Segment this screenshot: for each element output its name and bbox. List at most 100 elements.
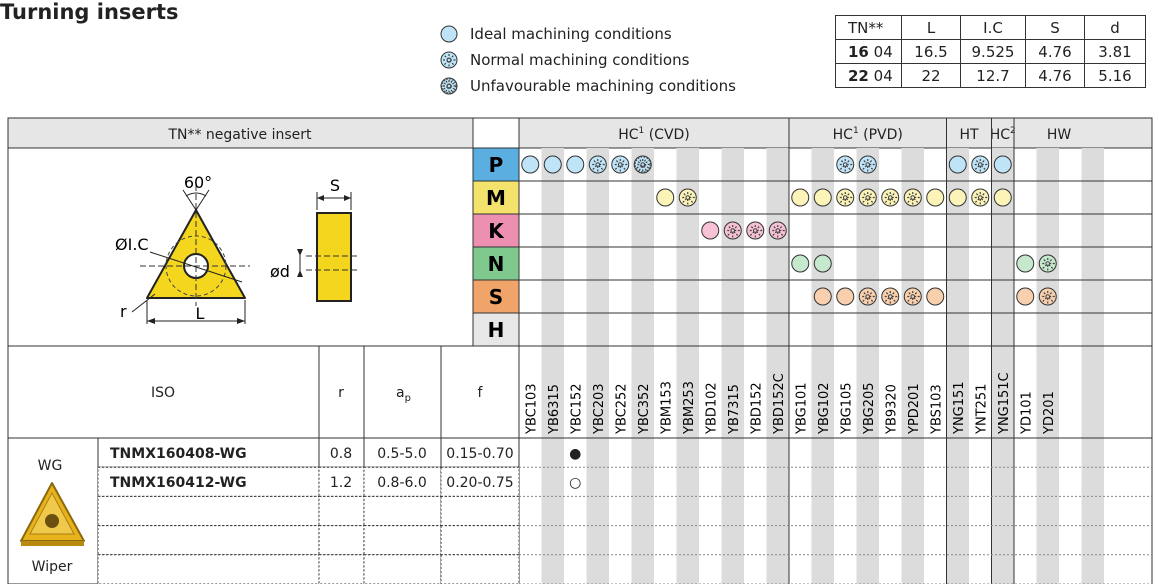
- grade-label: YB7315: [727, 384, 742, 435]
- normal-condition-mark: [611, 155, 630, 174]
- ideal-condition-icon: [440, 25, 458, 43]
- availability-mark: ○: [569, 475, 581, 491]
- product-rows: TNMX160408-WG 0.8 0.5-5.0 0.15-0.70 ●TNMX160…: [97, 437, 1152, 584]
- ideal-condition-mark: [791, 188, 810, 207]
- unfav-condition-icon: [440, 77, 458, 95]
- dim-size: 22 04: [835, 63, 902, 88]
- grade-labels: YBC103 YB6315 YBC152 YBC203 YBC252 YBC352 YBM1…: [519, 345, 1152, 439]
- material-code: K: [488, 219, 505, 243]
- grade-column-stripe: [766, 148, 789, 584]
- grade-label: YBM253: [682, 381, 697, 435]
- dim-value: 5.16: [1084, 63, 1146, 88]
- grade-label: YBC352: [637, 383, 652, 435]
- insert-side-view-icon: [316, 212, 352, 302]
- legend-label: Normal machining conditions: [470, 51, 690, 69]
- ideal-condition-mark: [813, 254, 832, 273]
- angle-label: 60°: [184, 173, 212, 192]
- insert-header-bg: [7, 117, 474, 149]
- ideal-condition-mark: [836, 287, 855, 306]
- dim-value: 3.81: [1084, 39, 1146, 64]
- chipbreaker-code: WG: [38, 458, 63, 474]
- material-code: M: [486, 186, 506, 210]
- material-code: H: [488, 318, 505, 342]
- dimension-row: 16 04 16.5 9.525 4.76 3.81: [835, 39, 1146, 64]
- ic-label: ØI.C: [115, 235, 149, 254]
- dim-value: 12.7: [960, 63, 1026, 88]
- normal-condition-mark: [836, 188, 855, 207]
- legend-item-ideal: Ideal machining conditions: [440, 25, 672, 43]
- material-cell-P: [472, 147, 520, 182]
- material-cell-K: [472, 213, 520, 248]
- ideal-condition-mark: [993, 188, 1012, 207]
- grade-column-stripe: [721, 148, 744, 584]
- material-header-cell: [472, 117, 520, 149]
- parameter-header: ISO r ap f: [7, 345, 520, 439]
- radius-header: r: [338, 385, 344, 401]
- normal-condition-mark: [903, 287, 922, 306]
- ideal-condition-mark: [791, 254, 810, 273]
- normal-condition-mark: [971, 155, 990, 174]
- insert-drawing: 60° ØI.C L r S ød: [115, 173, 360, 324]
- normal-condition-mark: [678, 188, 697, 207]
- material-cell-H: [472, 312, 520, 347]
- grade-label: YBG101: [794, 382, 809, 435]
- grade-column-stripes: [518, 118, 1153, 584]
- grade-label: YBD152: [749, 382, 764, 435]
- normal-condition-mark: [723, 221, 742, 240]
- normal-condition-mark: [903, 188, 922, 207]
- grade-column-stripe: [631, 148, 654, 584]
- dim-value: 22: [901, 63, 961, 88]
- ideal-condition-mark: [566, 155, 585, 174]
- normal-condition-mark: [858, 287, 877, 306]
- ideal-condition-mark: [701, 221, 720, 240]
- insert-header: TN** negative insert: [167, 127, 312, 143]
- grade-label: YBC252: [614, 383, 629, 435]
- grade-column-stripe: [901, 148, 924, 584]
- hole-diameter-label: ød: [270, 262, 290, 281]
- grade-label: YPD201: [907, 383, 922, 435]
- ideal-condition-mark: [926, 287, 945, 306]
- legend-item-unfav: Unfavourable machining conditions: [440, 77, 736, 95]
- normal-condition-icon: [440, 51, 458, 69]
- dim-value: 4.76: [1025, 63, 1085, 88]
- unfav-condition-mark: [633, 155, 652, 174]
- legend-label: Ideal machining conditions: [470, 25, 672, 43]
- nose-radius: 1.2: [330, 475, 352, 491]
- dim-size: 16 04: [835, 39, 902, 64]
- ideal-condition-mark: [926, 188, 945, 207]
- ideal-condition-mark: [543, 155, 562, 174]
- product-row: TNMX160412-WG 1.2 0.8-6.0 0.20-0.75 ○: [110, 475, 581, 491]
- depth-of-cut: 0.5-5.0: [377, 446, 427, 462]
- grade-label: YBD152C: [772, 373, 787, 435]
- normal-condition-mark: [746, 221, 765, 240]
- dimension-table: TN** L I.C S d 16 04 16.5 9.525 4.76 3.8…: [835, 15, 1146, 88]
- dimension-header-row: TN** L I.C S d: [835, 15, 1146, 40]
- feed-rate: 0.20-0.75: [446, 475, 513, 491]
- legend-item-normal: Normal machining conditions: [440, 51, 689, 69]
- iso-code: TNMX160412-WG: [110, 475, 247, 491]
- grade-label: YBG102: [817, 382, 832, 435]
- normal-condition-mark: [881, 287, 900, 306]
- group-header-bg: [518, 117, 1153, 149]
- normal-condition-mark: [1038, 287, 1057, 306]
- feed-rate: 0.15-0.70: [446, 446, 513, 462]
- normal-condition-mark: [588, 155, 607, 174]
- grade-label: YBG205: [862, 382, 877, 435]
- ideal-condition-mark: [813, 287, 832, 306]
- dimension-row: 22 04 22 12.7 4.76 5.16: [835, 63, 1146, 88]
- normal-condition-mark: [971, 188, 990, 207]
- grade-column-stripe: [1081, 148, 1104, 584]
- dim-value: 4.76: [1025, 39, 1085, 64]
- material-code: S: [489, 285, 503, 309]
- availability-mark: ●: [569, 446, 581, 462]
- material-cell-M: [472, 180, 520, 215]
- depth-of-cut: 0.8-6.0: [377, 475, 427, 491]
- group-label: HC1 (PVD): [833, 126, 903, 143]
- grade-column-stripe: [1036, 148, 1059, 584]
- chipbreaker-type: Wiper: [32, 559, 73, 575]
- grade-column-stripe: [541, 148, 564, 584]
- normal-condition-mark: [858, 188, 877, 207]
- material-code: P: [489, 153, 504, 177]
- material-code: N: [488, 252, 505, 276]
